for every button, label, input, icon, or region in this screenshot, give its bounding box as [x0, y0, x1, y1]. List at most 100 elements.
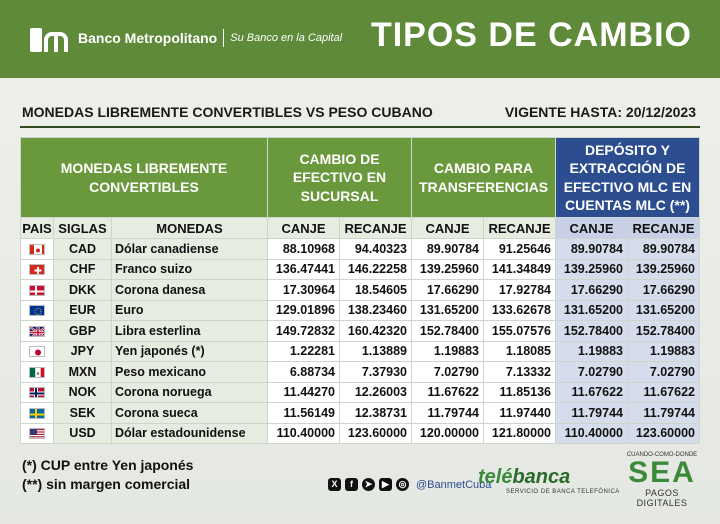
currency-code: CHF: [53, 258, 112, 280]
rate-cash-recanje: 123.60000: [339, 422, 412, 444]
currency-name: Libra esterlina: [111, 320, 268, 342]
canada-flag-icon: [29, 243, 45, 255]
sea-wordmark: SEA: [628, 456, 696, 489]
rate-mlc-canje: 152.78400: [555, 320, 628, 342]
currency-name: Franco suizo: [111, 258, 268, 280]
youtube-icon[interactable]: ▶: [379, 478, 392, 491]
rate-tr-recanje: 1.18085: [483, 340, 556, 362]
currency-code: CAD: [53, 238, 112, 260]
currency-code: USD: [53, 422, 112, 444]
group-header-transfers: CAMBIO PARA TRANSFERENCIAS: [411, 137, 556, 218]
currency-code: JPY: [53, 340, 112, 362]
bank-slogan: Su Banco en la Capital: [230, 32, 343, 44]
table-row: JPY Yen japonés (*) 1.22281 1.13889 1.19883 1…: [20, 340, 700, 362]
rate-tr-recanje: 155.07576: [483, 320, 556, 342]
table-row: CAD Dólar canadiense 88.10968 94.40323 89.90…: [20, 238, 700, 260]
rate-cash-canje: 6.88734: [267, 361, 340, 383]
rate-cash-canje: 11.56149: [267, 402, 340, 424]
rate-tr-recanje: 121.80000: [483, 422, 556, 444]
column-header: PAIS: [20, 217, 54, 239]
table-row: EUR Euro 129.01896 138.23460 131.65200 133.62…: [20, 299, 700, 321]
rate-tr-recanje: 7.13332: [483, 361, 556, 383]
telegram-icon[interactable]: ➤: [362, 478, 375, 491]
rate-cash-recanje: 18.54605: [339, 279, 412, 301]
column-header: CANJE: [555, 217, 628, 239]
column-header: RECANJE: [483, 217, 556, 239]
telebanca-subtitle: SERVICIO DE BANCA TELEFÓNICA: [506, 489, 620, 495]
bank-logo: Banco Metropolitano Su Banco en la Capit…: [30, 22, 342, 54]
currency-name: Corona danesa: [111, 279, 268, 301]
bank-name: Banco Metropolitano: [78, 30, 218, 46]
instagram-icon[interactable]: ◎: [396, 478, 409, 491]
social-handle[interactable]: @BanmetCuba: [416, 478, 492, 491]
country-flag: [20, 279, 54, 301]
country-flag: [20, 238, 54, 260]
country-flag: [20, 422, 54, 444]
rate-mlc-canje: 11.79744: [555, 402, 628, 424]
rate-mlc-recanje: 131.65200: [627, 299, 700, 321]
rate-mlc-canje: 11.67622: [555, 381, 628, 403]
rate-mlc-recanje: 152.78400: [627, 320, 700, 342]
rate-tr-canje: 152.78400: [411, 320, 484, 342]
rate-cash-recanje: 1.13889: [339, 340, 412, 362]
exchange-rate-table: MONEDAS LIBREMENTE CONVERTIBLES CAMBIO D…: [20, 137, 700, 444]
valid-until: VIGENTE HASTA: 20/12/2023: [504, 104, 696, 120]
rate-cash-recanje: 12.26003: [339, 381, 412, 403]
group-header-cash: CAMBIO DE EFECTIVO EN SUCURSAL: [267, 137, 412, 218]
rate-mlc-recanje: 139.25960: [627, 258, 700, 280]
currency-code: DKK: [53, 279, 112, 301]
uk-flag-icon: [29, 325, 45, 337]
table-row: SEK Corona sueca 11.56149 12.38731 11.79744 1…: [20, 402, 700, 424]
eu-flag-icon: [29, 305, 45, 317]
divider: [20, 126, 700, 128]
rate-cash-canje: 11.44270: [267, 381, 340, 403]
rate-mlc-recanje: 1.19883: [627, 340, 700, 362]
rate-mlc-canje: 139.25960: [555, 258, 628, 280]
sea-logo: CUANDO-COMO-DONDE SEA PAGOS DIGITALES: [622, 452, 702, 508]
rate-cash-canje: 149.72832: [267, 320, 340, 342]
denmark-flag-icon: [29, 284, 45, 296]
rate-mlc-canje: 131.65200: [555, 299, 628, 321]
rate-tr-canje: 139.25960: [411, 258, 484, 280]
currency-name: Peso mexicano: [111, 361, 268, 383]
page-title: TIPOS DE CAMBIO: [370, 16, 692, 54]
sweden-flag-icon: [29, 407, 45, 419]
rate-cash-recanje: 7.37930: [339, 361, 412, 383]
sea-tagline: CUANDO-COMO-DONDE: [626, 452, 698, 458]
table-row: GBP Libra esterlina 149.72832 160.42320 152.…: [20, 320, 700, 342]
telebanca-logo: telébanca SERVICIO DE BANCA TELEFÓNICA: [478, 466, 620, 495]
column-header: RECANJE: [627, 217, 700, 239]
table-row: CHF Franco suizo 136.47441 146.22258 139.259…: [20, 258, 700, 280]
rate-tr-recanje: 17.92784: [483, 279, 556, 301]
rate-mlc-canje: 1.19883: [555, 340, 628, 362]
x-icon[interactable]: X: [328, 478, 341, 491]
currency-code: EUR: [53, 299, 112, 321]
country-flag: [20, 340, 54, 362]
rate-mlc-canje: 7.02790: [555, 361, 628, 383]
rate-mlc-canje: 89.90784: [555, 238, 628, 260]
facebook-icon[interactable]: f: [345, 478, 358, 491]
rate-tr-recanje: 141.34849: [483, 258, 556, 280]
rate-cash-canje: 1.22281: [267, 340, 340, 362]
rate-mlc-recanje: 11.67622: [627, 381, 700, 403]
currency-name: Corona sueca: [111, 402, 268, 424]
country-flag: [20, 258, 54, 280]
rate-mlc-canje: 110.40000: [555, 422, 628, 444]
rate-cash-canje: 88.10968: [267, 238, 340, 260]
rate-mlc-recanje: 11.79744: [627, 402, 700, 424]
column-header: CANJE: [411, 217, 484, 239]
column-header: SIGLAS: [53, 217, 112, 239]
rate-mlc-canje: 17.66290: [555, 279, 628, 301]
rate-tr-canje: 131.65200: [411, 299, 484, 321]
rate-tr-canje: 7.02790: [411, 361, 484, 383]
rate-tr-canje: 11.67622: [411, 381, 484, 403]
currency-name: Corona noruega: [111, 381, 268, 403]
rate-tr-canje: 89.90784: [411, 238, 484, 260]
usa-flag-icon: [29, 428, 45, 440]
country-flag: [20, 361, 54, 383]
logo-divider: [223, 29, 225, 47]
social-links: X f ➤ ▶ ◎ @BanmetCuba: [328, 478, 491, 491]
rate-tr-recanje: 133.62678: [483, 299, 556, 321]
rate-mlc-recanje: 17.66290: [627, 279, 700, 301]
rate-cash-recanje: 160.42320: [339, 320, 412, 342]
